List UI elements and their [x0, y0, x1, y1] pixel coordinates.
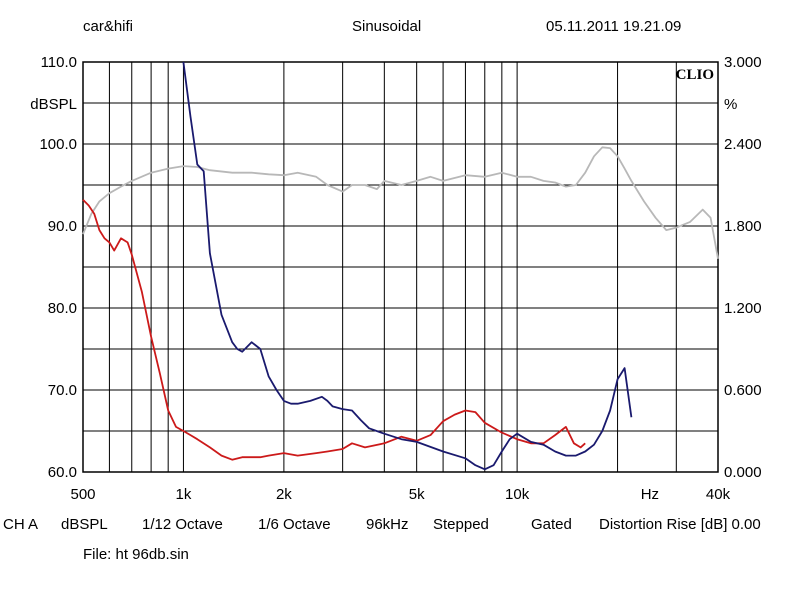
- y2-tick-label: 0.600: [724, 382, 762, 399]
- param-1: dBSPL: [61, 516, 108, 533]
- y2-tick-label: 1.800: [724, 218, 762, 235]
- y-tick-label: 100.0: [39, 136, 77, 153]
- y2-axis-label: %: [724, 96, 737, 113]
- file-name: File: ht 96db.sin: [83, 546, 189, 563]
- y2-tick-label: 1.200: [724, 300, 762, 317]
- header-timestamp: 05.11.2011 19.21.09: [546, 18, 682, 35]
- x-tick-label: 1k: [176, 486, 192, 503]
- series-line-1: [82, 199, 586, 461]
- brand-logo: CLIO: [676, 67, 714, 83]
- y2-tick-label: 3.000: [724, 54, 762, 71]
- y-tick-label: 110.0: [41, 54, 77, 71]
- x-tick-label: 500: [70, 486, 95, 503]
- series-line-2: [182, 61, 633, 471]
- param-3: 1/6 Octave: [258, 516, 331, 533]
- y2-tick-label: 2.400: [724, 136, 762, 153]
- x-tick-label: 40k: [706, 486, 731, 503]
- x-tick-label: 2k: [276, 486, 292, 503]
- param-7: Distortion Rise [dB] 0.00: [599, 516, 761, 533]
- param-5: Stepped: [433, 516, 489, 533]
- param-6: Gated: [531, 516, 572, 533]
- x-tick-label: Hz: [641, 486, 659, 503]
- param-4: 96kHz: [366, 516, 409, 533]
- header-center: Sinusoidal: [352, 18, 422, 35]
- series-line-0: [82, 146, 719, 259]
- y-axis-label: dBSPL: [30, 96, 77, 113]
- param-0: CH A: [3, 516, 39, 533]
- y-tick-label: 60.0: [48, 464, 77, 481]
- y-tick-label: 80.0: [48, 300, 77, 317]
- param-2: 1/12 Octave: [142, 516, 223, 533]
- y2-tick-label: 0.000: [724, 464, 762, 481]
- y-tick-label: 90.0: [48, 218, 77, 235]
- plot-frame: [82, 61, 719, 473]
- x-tick-label: 10k: [505, 486, 530, 503]
- y-tick-label: 70.0: [48, 382, 77, 399]
- frequency-response-chart: 60.0 70.0 80.0 90.0 100.0 110.0 0.000 0.600 1.20…: [30, 54, 762, 503]
- header-left: car&hifi: [83, 18, 134, 35]
- x-tick-label: 5k: [409, 486, 425, 503]
